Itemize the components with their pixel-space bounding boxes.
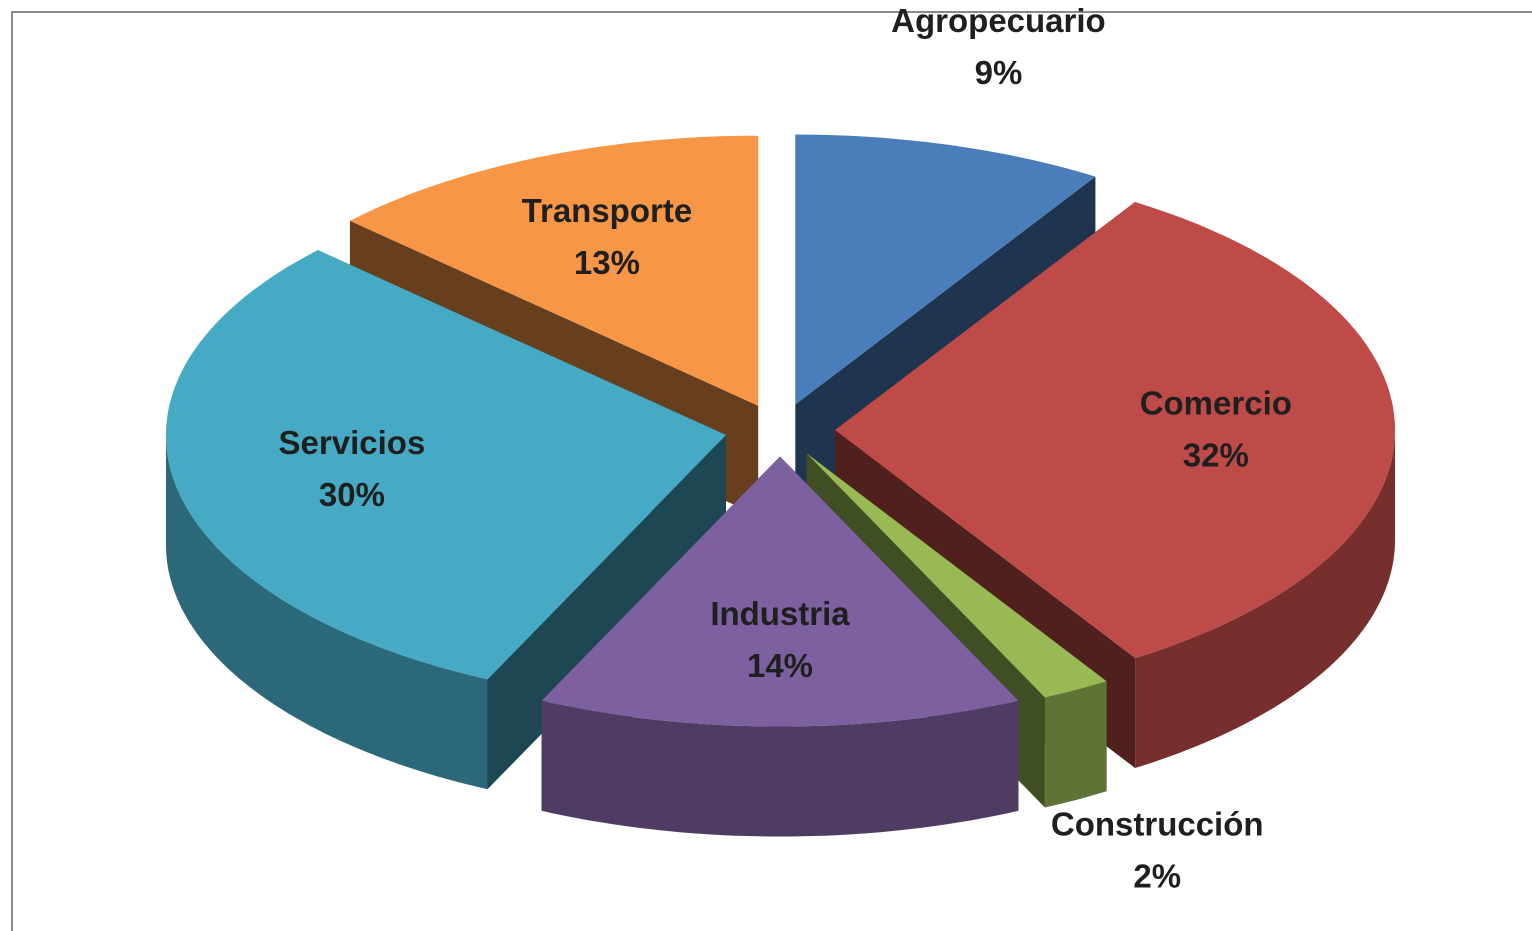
- data-label-value: 13%: [574, 244, 640, 281]
- pie-slice: [541, 456, 1019, 837]
- slice-outer-wall: [1044, 681, 1107, 808]
- slice-outer-wall: [541, 700, 1019, 837]
- slice-top: [835, 202, 1395, 658]
- slice-top: [541, 456, 1019, 727]
- data-label-value: 32%: [1183, 437, 1249, 474]
- data-label-name: Agropecuario: [891, 2, 1106, 39]
- slice-top: [349, 135, 759, 406]
- slice-top: [166, 250, 726, 680]
- data-label-value: 30%: [319, 476, 385, 513]
- slice-outer-wall: [1135, 430, 1395, 768]
- data-label-name: Industria: [710, 595, 850, 632]
- data-label-value: 14%: [747, 647, 813, 684]
- data-label-name: Comercio: [1140, 385, 1292, 422]
- data-label-name: Servicios: [279, 424, 426, 461]
- slice-top: [795, 134, 1096, 405]
- data-label-name: Transporte: [522, 192, 693, 229]
- data-label-value: 9%: [975, 54, 1023, 91]
- slice-outer-wall: [166, 435, 488, 790]
- slice-top: [806, 453, 1107, 698]
- data-label-name: Construcción: [1051, 806, 1264, 843]
- data-label-value: 2%: [1133, 858, 1181, 895]
